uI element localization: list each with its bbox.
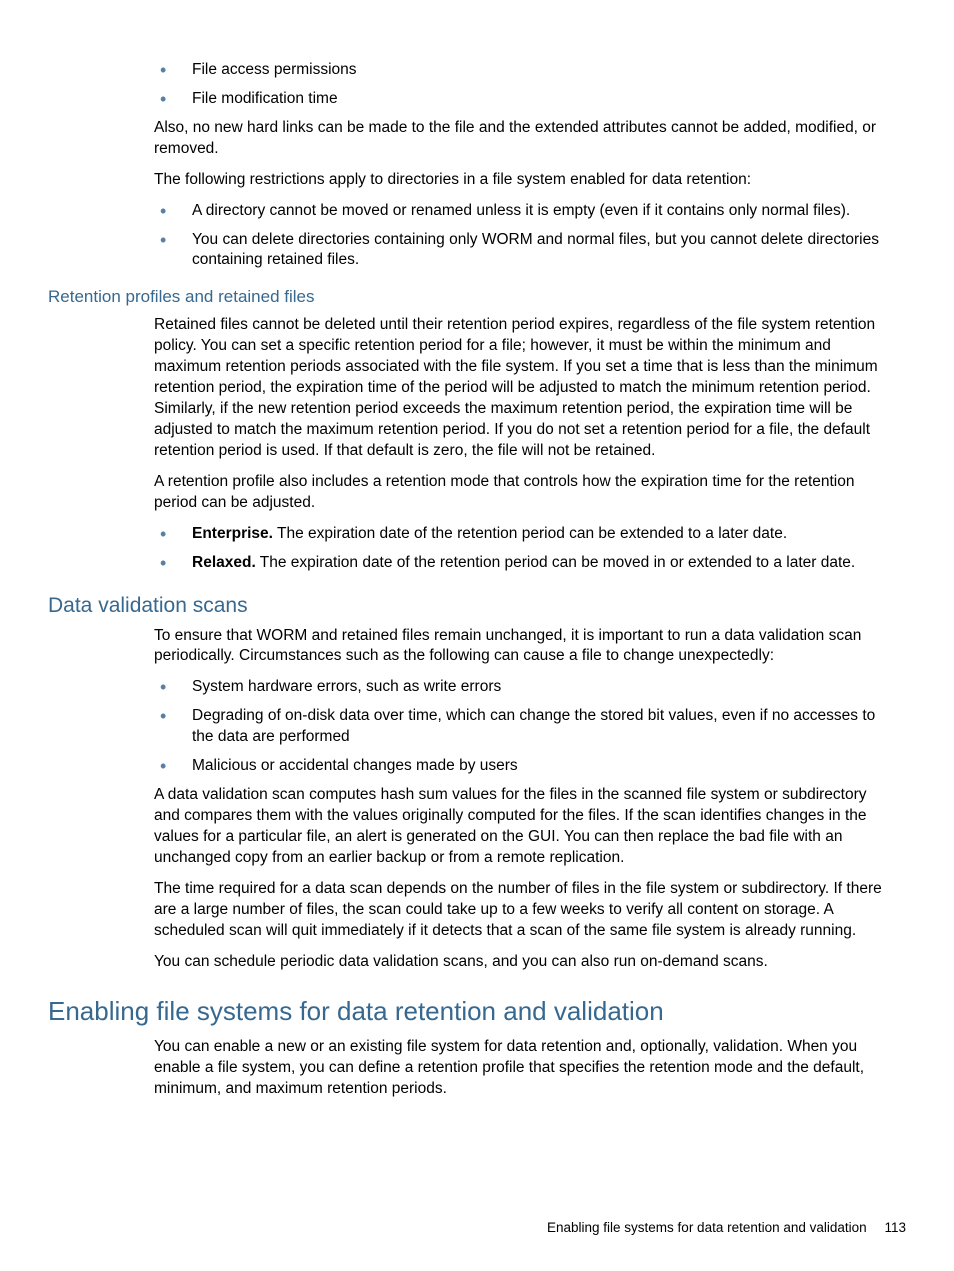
retention-block: Retained files cannot be deleted until t…	[154, 315, 896, 573]
list-item: You can delete directories containing on…	[154, 230, 896, 272]
paragraph-retention-mode-intro: A retention profile also includes a rete…	[154, 472, 896, 514]
heading-enabling-file-systems: Enabling file systems for data retention…	[48, 996, 906, 1027]
list-item: File modification time	[154, 89, 896, 110]
file-attribute-list: File access permissions File modificatio…	[154, 60, 896, 110]
list-item: Malicious or accidental changes made by …	[154, 756, 896, 777]
paragraph-dv-intro: To ensure that WORM and retained files r…	[154, 626, 896, 668]
list-item: System hardware errors, such as write er…	[154, 677, 896, 698]
heading-retention-profiles: Retention profiles and retained files	[48, 287, 906, 307]
top-bullet-block: File access permissions File modificatio…	[154, 60, 896, 271]
paragraph-enabling: You can enable a new or an existing file…	[154, 1037, 896, 1100]
paragraph-retained-files: Retained files cannot be deleted until t…	[154, 315, 896, 461]
footer-title: Enabling file systems for data retention…	[547, 1220, 867, 1235]
list-item-enterprise: Enterprise. The expiration date of the r…	[154, 524, 896, 545]
paragraph-hardlinks: Also, no new hard links can be made to t…	[154, 118, 896, 160]
paragraph-dv-schedule: You can schedule periodic data validatio…	[154, 952, 896, 973]
retention-modes-list: Enterprise. The expiration date of the r…	[154, 524, 896, 574]
list-item-relaxed: Relaxed. The expiration date of the rete…	[154, 553, 896, 574]
mode-desc: The expiration date of the retention per…	[256, 554, 855, 571]
enabling-block: You can enable a new or an existing file…	[154, 1037, 896, 1100]
paragraph-dv-hash: A data validation scan computes hash sum…	[154, 785, 896, 869]
list-item: File access permissions	[154, 60, 896, 81]
mode-term: Relaxed.	[192, 554, 256, 571]
page-footer: Enabling file systems for data retention…	[547, 1220, 906, 1235]
mode-term: Enterprise.	[192, 525, 273, 542]
paragraph-restrictions-intro: The following restrictions apply to dire…	[154, 170, 896, 191]
list-item: A directory cannot be moved or renamed u…	[154, 201, 896, 222]
directory-restrictions-list: A directory cannot be moved or renamed u…	[154, 201, 896, 272]
mode-desc: The expiration date of the retention per…	[273, 525, 787, 542]
data-validation-block: To ensure that WORM and retained files r…	[154, 626, 896, 973]
list-item: Degrading of on-disk data over time, whi…	[154, 706, 896, 748]
dv-causes-list: System hardware errors, such as write er…	[154, 677, 896, 777]
document-page: File access permissions File modificatio…	[0, 0, 954, 1271]
heading-data-validation: Data validation scans	[48, 594, 906, 618]
paragraph-dv-time: The time required for a data scan depend…	[154, 879, 896, 942]
footer-page-number: 113	[884, 1220, 906, 1235]
